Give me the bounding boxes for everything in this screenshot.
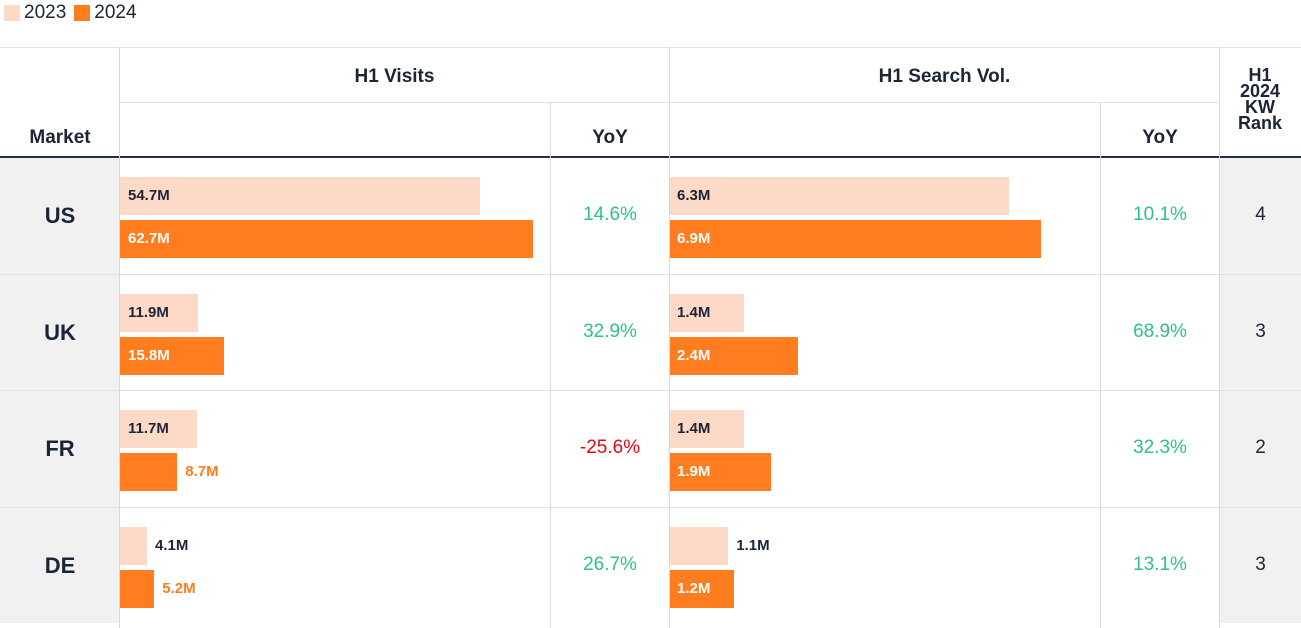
market-cell-bg: [0, 391, 120, 507]
kw-rank-header-line: 2024: [1239, 81, 1281, 101]
search-bar-24: [669, 336, 799, 375]
kw-rank-header-line: Rank: [1237, 113, 1282, 133]
visits-yoy-value: 14.6%: [583, 204, 637, 226]
kw-rank-header: H1 2024 KW Rank: [1222, 65, 1298, 133]
market-label: FR: [45, 436, 75, 462]
search-yoy-divider: [1100, 102, 1101, 628]
search-bar-23: [669, 410, 745, 448]
visits-yoy-value: -25.6%: [579, 437, 641, 459]
search-bar-label-24: 1.2M: [677, 579, 711, 597]
group-divider: [669, 47, 670, 628]
visits-bar-23: [120, 526, 147, 565]
market-label: US: [44, 203, 76, 229]
search-bar-label-24: 2.4M: [677, 346, 711, 364]
search-bar-label-24: 1.9M: [677, 463, 711, 480]
rank-cell-bg: [1220, 507, 1301, 623]
search-yoy-value: 32.3%: [1133, 437, 1187, 459]
visits-bar-24: [120, 220, 533, 258]
search-bar-23: [669, 177, 1009, 215]
kw-rank-header-line: H1: [1248, 65, 1272, 85]
search-bar-label-24: 6.9M: [677, 230, 711, 247]
row-separator: [0, 506, 1301, 508]
row-separator: [0, 273, 1301, 275]
yoy-visits-header: YoY: [592, 127, 628, 148]
visits-bar-label-24: 5.2M: [162, 579, 196, 597]
rank-cell-bg: [1220, 391, 1301, 507]
market-cell-bg: [0, 274, 120, 390]
search-bar-label-23: 1.1M: [736, 536, 770, 554]
search-yoy-value: 10.1%: [1133, 204, 1187, 226]
yoy-search-header: YoY: [1142, 127, 1178, 148]
market-cell-bg: [0, 158, 120, 274]
legend: 2023 2024: [4, 2, 145, 24]
visits-yoy-value: 26.7%: [583, 553, 637, 575]
visits-yoy-value: 32.9%: [583, 320, 637, 342]
search-bar-23: [669, 293, 745, 332]
visits-bar-24: [120, 569, 155, 608]
search-bar-24: [669, 220, 1041, 258]
search-bar-label-23: 1.4M: [677, 420, 711, 437]
legend-swatch-2023: [4, 5, 20, 21]
legend-swatch-2024: [74, 5, 91, 21]
search-yoy-value: 68.9%: [1133, 320, 1187, 342]
visits-bar-label-23: 54.7M: [128, 187, 170, 204]
search-bar-24: [669, 569, 734, 608]
visits-bar-24: [120, 453, 178, 491]
market-header: Market: [29, 127, 91, 148]
kw-rank-header-line: KW: [1245, 97, 1275, 117]
search-bar-24: [669, 453, 772, 491]
visits-bar-label-24: 62.7M: [128, 230, 170, 247]
kw-rank-value: 3: [1255, 320, 1266, 342]
kw-rank-value: 2: [1255, 437, 1266, 459]
visits-bar-label-23: 4.1M: [155, 536, 189, 554]
kw-rank-value: 4: [1255, 204, 1266, 226]
table-top-rule: [0, 47, 1301, 48]
visits-bar-23: [120, 177, 481, 215]
market-label: UK: [44, 319, 76, 345]
rank-cell-bg: [1220, 274, 1301, 390]
market-label: DE: [44, 552, 76, 578]
visits-bar-24: [120, 336, 225, 375]
search-yoy-value: 13.1%: [1133, 553, 1187, 575]
visits-bar-23: [120, 293, 199, 332]
market-divider: [119, 47, 120, 628]
search-bar-label-23: 6.3M: [677, 187, 711, 204]
visits-bar-label-23: 11.9M: [128, 303, 169, 321]
legend-item-2023: 2023: [4, 2, 66, 24]
rank-divider: [1219, 47, 1220, 628]
search-bar-label-23: 1.4M: [677, 303, 711, 321]
search-header: H1 Search Vol.: [878, 66, 1011, 87]
kw-rank-value: 3: [1255, 553, 1266, 575]
market-cell-bg: [0, 507, 120, 623]
legend-item-2024: 2024: [74, 2, 137, 24]
legend-label-2024: 2024: [94, 2, 137, 23]
rank-cell-bg: [1220, 158, 1301, 274]
visits-bar-23: [120, 410, 198, 448]
header-bottom-rule: [0, 156, 1301, 158]
visits-yoy-divider: [550, 102, 551, 628]
visits-bar-label-23: 11.7M: [128, 420, 169, 437]
legend-label-2023: 2023: [24, 2, 67, 23]
row-separator: [0, 390, 1301, 391]
visits-bar-label-24: 8.7M: [185, 463, 219, 480]
search-bar-23: [669, 526, 729, 565]
visits-bar-label-24: 15.8M: [128, 346, 170, 364]
visits-header: H1 Visits: [354, 66, 435, 87]
